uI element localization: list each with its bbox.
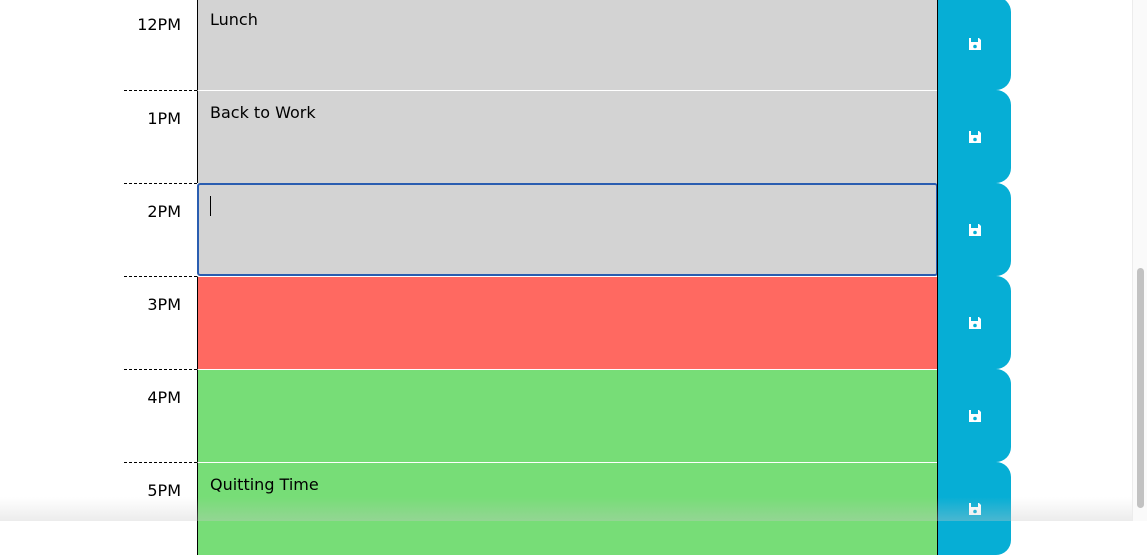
floppy-disk-icon <box>968 223 982 237</box>
hour-label: 5PM <box>124 462 197 555</box>
floppy-disk-icon <box>968 409 982 423</box>
time-block: 1PM Back to Work <box>0 90 1147 183</box>
event-textarea[interactable] <box>197 369 938 462</box>
floppy-disk-icon <box>968 502 982 516</box>
event-textarea[interactable]: Quitting Time <box>197 462 938 555</box>
time-block: 2PM <box>0 183 1147 276</box>
hour-label: 1PM <box>124 90 197 183</box>
event-textarea[interactable]: Lunch <box>197 0 938 90</box>
event-textarea-focused[interactable] <box>197 183 938 276</box>
event-textarea[interactable]: Back to Work <box>197 90 938 183</box>
hour-label: 12PM <box>124 0 197 90</box>
scrollbar-thumb[interactable] <box>1137 268 1144 508</box>
save-button[interactable] <box>937 276 1011 369</box>
hour-label: 4PM <box>124 369 197 462</box>
event-textarea[interactable] <box>197 276 938 369</box>
floppy-disk-icon <box>968 130 982 144</box>
time-block: 5PM Quitting Time <box>0 462 1147 555</box>
save-button[interactable] <box>937 0 1011 90</box>
save-button[interactable] <box>937 90 1011 183</box>
hour-label: 3PM <box>124 276 197 369</box>
save-button[interactable] <box>937 462 1011 555</box>
time-block: 12PM Lunch <box>0 0 1147 90</box>
save-button[interactable] <box>937 183 1011 276</box>
floppy-disk-icon <box>968 37 982 51</box>
time-block: 3PM <box>0 276 1147 369</box>
text-cursor <box>210 196 211 216</box>
time-block: 4PM <box>0 369 1147 462</box>
vertical-scrollbar[interactable] <box>1132 0 1147 521</box>
save-button[interactable] <box>937 369 1011 462</box>
floppy-disk-icon <box>968 316 982 330</box>
hour-label: 2PM <box>124 183 197 276</box>
